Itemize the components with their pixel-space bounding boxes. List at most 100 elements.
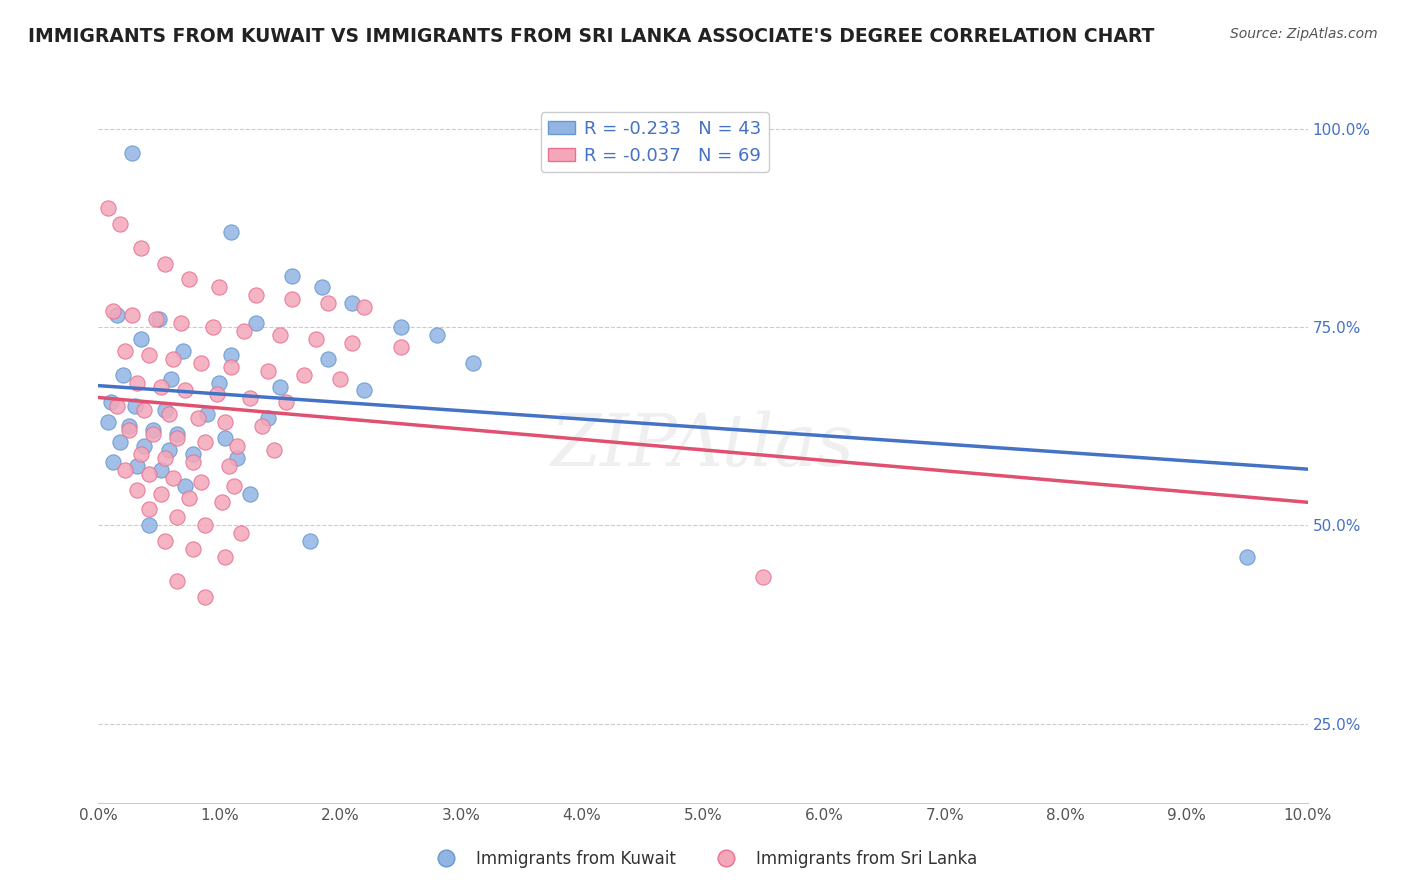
Point [172,343,194,358]
Point [153,257,176,271]
Point [153,534,176,549]
Point [150,486,173,500]
Point [256,411,278,425]
Point [179,491,201,505]
Point [108,435,131,450]
Point [221,348,243,362]
Point [166,574,188,588]
Point [205,387,228,401]
Point [221,359,243,374]
Point [105,308,128,322]
Point [134,403,156,417]
Point [101,455,124,469]
Point [174,384,197,398]
Point [269,328,291,343]
Point [311,280,333,294]
Point [194,590,217,604]
Point [129,241,152,255]
Point [138,502,160,516]
Point [194,518,217,533]
Point [150,463,173,477]
Point [134,439,156,453]
Point [179,272,201,286]
Point [226,439,249,453]
Point [127,376,149,390]
Point [239,486,262,500]
Point [145,312,167,326]
Point [187,411,209,425]
Point [232,324,254,338]
Point [292,368,315,382]
Point [353,384,375,398]
Point [114,343,136,358]
Point [166,427,188,442]
Point [281,268,304,283]
Point [157,442,180,457]
Point [138,518,160,533]
Point [97,415,120,429]
Point [389,320,412,334]
Point [214,415,236,429]
Text: Source: ZipAtlas.com: Source: ZipAtlas.com [1230,27,1378,41]
Point [190,475,212,489]
Point [129,332,152,346]
Point [118,419,141,434]
Point [329,371,352,385]
Point [208,280,231,294]
Point [118,423,141,437]
Point [127,483,149,497]
Text: IMMIGRANTS FROM KUWAIT VS IMMIGRANTS FROM SRI LANKA ASSOCIATE'S DEGREE CORRELATI: IMMIGRANTS FROM KUWAIT VS IMMIGRANTS FRO… [28,27,1154,45]
Point [138,467,160,481]
Point [211,494,233,508]
Point [142,423,165,437]
Point [353,300,375,314]
Point [121,308,143,322]
Point [162,351,184,366]
Point [166,510,188,524]
Point [299,534,322,549]
Text: ZIPAtlas: ZIPAtlas [551,410,855,482]
Point [239,392,262,406]
Point [218,458,240,473]
Point [166,431,188,445]
Point [221,225,243,239]
Point [316,296,339,310]
Point [97,201,120,215]
Point [281,293,304,307]
Point [160,371,183,385]
Point [229,526,252,541]
Point [263,442,285,457]
Point [121,145,143,160]
Point [105,400,128,414]
Point [142,427,165,442]
Point [153,403,176,417]
Point [342,296,364,310]
Point [274,395,297,409]
Point [127,458,149,473]
Legend: R = -0.233   N = 43, R = -0.037   N = 69: R = -0.233 N = 43, R = -0.037 N = 69 [541,112,769,172]
Point [389,340,412,354]
Point [269,379,291,393]
Point [305,332,328,346]
Point [226,450,249,465]
Point [245,316,267,330]
Point [190,356,212,370]
Point [148,312,170,326]
Point [194,435,217,450]
Point [169,316,191,330]
Point [124,400,146,414]
Point [202,320,225,334]
Point [250,419,273,434]
Point [214,431,236,445]
Point [153,450,176,465]
Point [463,356,485,370]
Point [426,328,449,343]
Point [181,542,204,557]
Point [245,288,267,302]
Point [150,379,173,393]
Point [208,376,231,390]
Point [100,395,122,409]
Point [157,407,180,421]
Point [162,471,184,485]
Point [181,455,204,469]
